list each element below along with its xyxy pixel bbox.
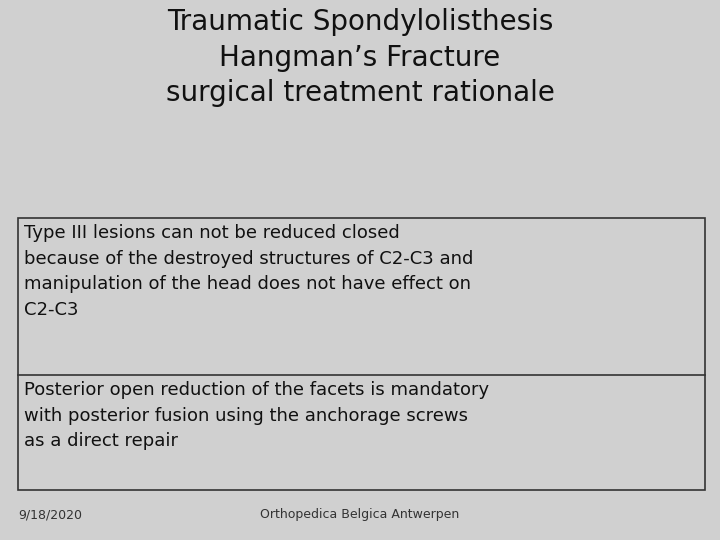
Bar (18, 218, 705, 490)
Text: Posterior open reduction of the facets is mandatory
with posterior fusion using : Posterior open reduction of the facets i… (24, 381, 489, 450)
Text: Type III lesions can not be reduced closed
because of the destroyed structures o: Type III lesions can not be reduced clos… (24, 224, 473, 319)
Text: Orthopedica Belgica Antwerpen: Orthopedica Belgica Antwerpen (261, 508, 459, 521)
Text: Traumatic Spondylolisthesis
Hangman’s Fracture
surgical treatment rationale: Traumatic Spondylolisthesis Hangman’s Fr… (166, 8, 554, 107)
Text: 9/18/2020: 9/18/2020 (18, 508, 82, 521)
